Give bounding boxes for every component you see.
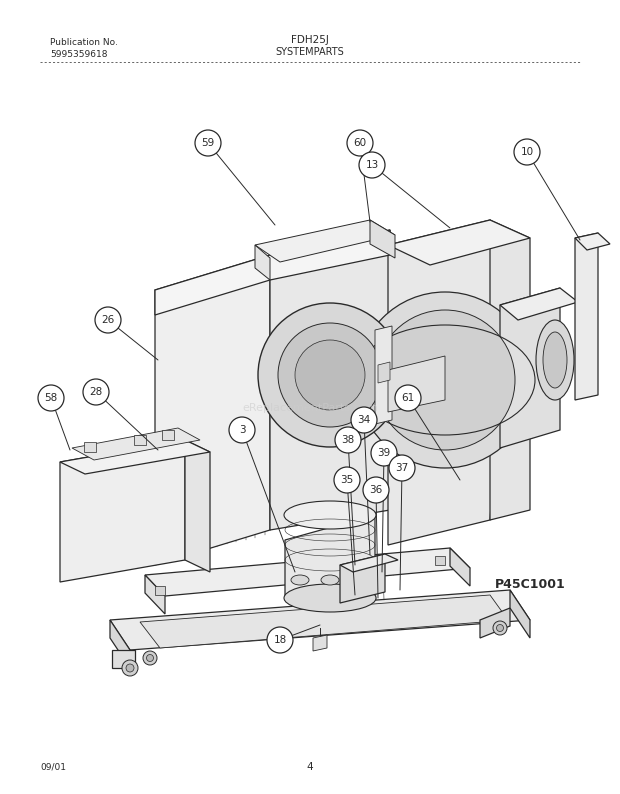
Polygon shape <box>575 233 598 400</box>
Polygon shape <box>510 590 530 638</box>
Circle shape <box>267 627 293 653</box>
Polygon shape <box>500 288 578 320</box>
Polygon shape <box>340 554 398 572</box>
Polygon shape <box>490 220 530 520</box>
Polygon shape <box>110 620 130 668</box>
Circle shape <box>375 310 515 450</box>
Text: eReplacementParts.com: eReplacementParts.com <box>242 403 378 413</box>
Polygon shape <box>370 220 395 258</box>
Circle shape <box>295 340 365 410</box>
Polygon shape <box>145 548 470 596</box>
Polygon shape <box>155 586 165 595</box>
Text: 10: 10 <box>520 147 534 157</box>
Polygon shape <box>388 220 510 545</box>
Polygon shape <box>255 245 270 280</box>
Polygon shape <box>450 548 470 586</box>
Polygon shape <box>60 440 210 474</box>
Circle shape <box>357 292 533 468</box>
Polygon shape <box>84 442 96 452</box>
Circle shape <box>146 654 154 661</box>
Circle shape <box>95 307 121 333</box>
Circle shape <box>122 660 138 676</box>
Text: 4: 4 <box>307 762 313 772</box>
Polygon shape <box>162 430 174 440</box>
Circle shape <box>359 152 385 178</box>
Circle shape <box>497 625 503 631</box>
Polygon shape <box>340 554 385 603</box>
Circle shape <box>514 139 540 165</box>
Polygon shape <box>145 575 165 614</box>
Polygon shape <box>388 220 530 265</box>
Ellipse shape <box>543 332 567 388</box>
Polygon shape <box>155 255 270 565</box>
Polygon shape <box>255 220 395 262</box>
Circle shape <box>371 440 397 466</box>
Circle shape <box>347 130 373 156</box>
Polygon shape <box>60 440 185 582</box>
Text: 09/01: 09/01 <box>40 762 66 771</box>
Circle shape <box>351 407 377 433</box>
Text: SYSTEMPARTS: SYSTEMPARTS <box>276 47 344 57</box>
Ellipse shape <box>351 570 369 580</box>
Text: 13: 13 <box>365 160 379 170</box>
Text: 3: 3 <box>239 425 246 435</box>
Circle shape <box>389 455 415 481</box>
Text: 39: 39 <box>378 448 391 458</box>
Polygon shape <box>313 635 327 651</box>
Ellipse shape <box>321 575 339 585</box>
Circle shape <box>258 303 402 447</box>
Polygon shape <box>378 362 390 383</box>
Text: 58: 58 <box>45 393 58 403</box>
Polygon shape <box>285 515 375 600</box>
Circle shape <box>334 467 360 493</box>
Text: 18: 18 <box>273 635 286 645</box>
Polygon shape <box>480 608 510 638</box>
Polygon shape <box>435 556 445 565</box>
Polygon shape <box>110 590 530 650</box>
Text: 36: 36 <box>370 485 383 495</box>
Text: 37: 37 <box>396 463 409 473</box>
Polygon shape <box>575 233 610 250</box>
Ellipse shape <box>536 320 574 400</box>
Text: 5995359618: 5995359618 <box>50 50 107 59</box>
Text: 35: 35 <box>340 475 353 485</box>
Circle shape <box>83 379 109 405</box>
Polygon shape <box>155 230 390 315</box>
Circle shape <box>278 323 382 427</box>
Text: 34: 34 <box>357 415 371 425</box>
Circle shape <box>229 417 255 443</box>
Text: Publication No.: Publication No. <box>50 38 118 47</box>
Circle shape <box>335 427 361 453</box>
Ellipse shape <box>284 584 376 612</box>
Circle shape <box>363 477 389 503</box>
Text: 59: 59 <box>202 138 215 148</box>
Text: 28: 28 <box>89 387 103 397</box>
Ellipse shape <box>284 501 376 529</box>
Polygon shape <box>500 288 560 448</box>
Circle shape <box>143 651 157 665</box>
Polygon shape <box>375 326 392 424</box>
Polygon shape <box>185 440 210 572</box>
Text: P45C1001: P45C1001 <box>495 578 565 591</box>
Circle shape <box>493 621 507 635</box>
Ellipse shape <box>291 575 309 585</box>
Circle shape <box>38 385 64 411</box>
Text: 38: 38 <box>342 435 355 445</box>
Polygon shape <box>112 650 135 668</box>
Circle shape <box>395 385 421 411</box>
Text: 26: 26 <box>102 315 115 325</box>
Polygon shape <box>72 428 200 460</box>
Text: 61: 61 <box>401 393 415 403</box>
Polygon shape <box>140 595 508 648</box>
Polygon shape <box>270 230 390 530</box>
Circle shape <box>126 664 134 672</box>
Polygon shape <box>388 356 445 412</box>
Text: 60: 60 <box>353 138 366 148</box>
Text: FDH25J: FDH25J <box>291 35 329 45</box>
Polygon shape <box>134 435 146 445</box>
Circle shape <box>195 130 221 156</box>
